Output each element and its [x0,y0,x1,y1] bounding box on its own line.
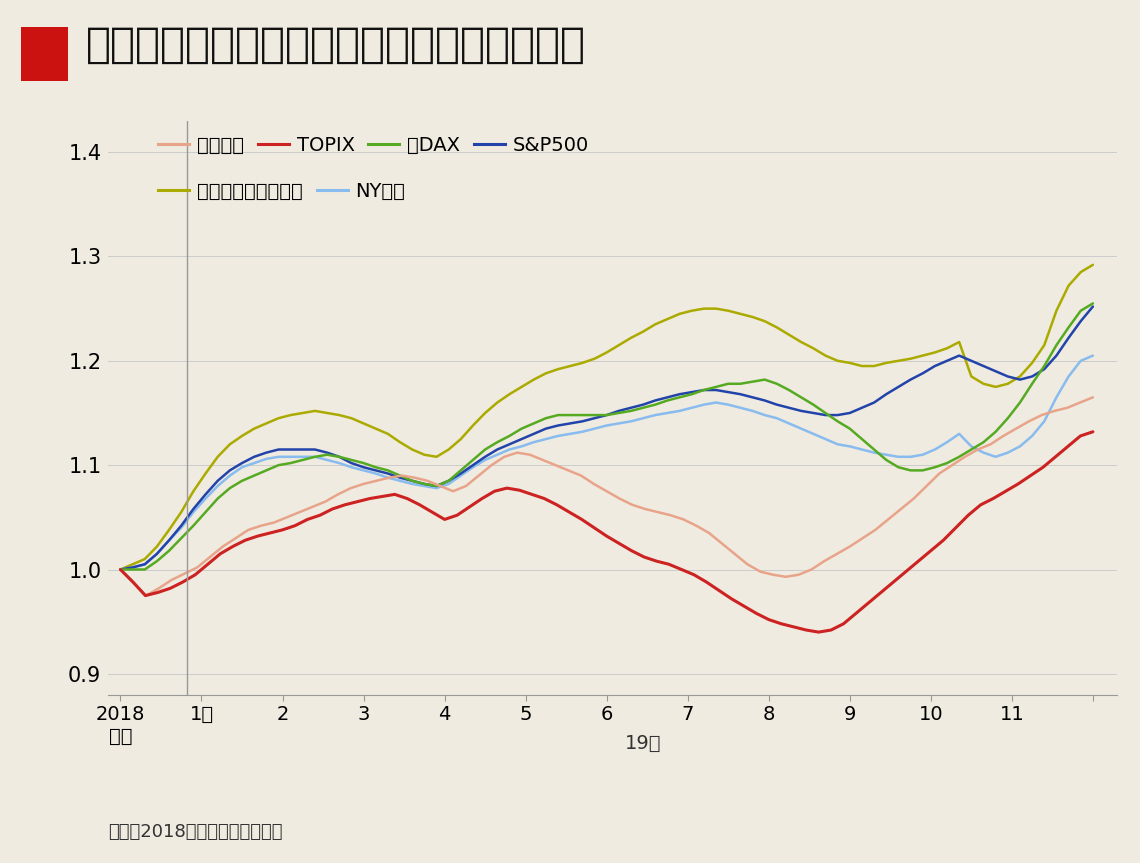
日経平均 [459,481,473,491]
独DAX [952,451,966,462]
日経平均 [446,486,459,496]
S&P500 [722,387,735,397]
S&P500 [952,350,966,361]
Legend: ナスダック総合指数, NYダウ: ナスダック総合指数, NYダウ [158,182,406,201]
独DAX [988,426,1002,437]
Text: 出遅れ目立った日本株も秋から回復が本格化: 出遅れ目立った日本株も秋から回復が本格化 [86,23,586,66]
Line: TOPIX: TOPIX [121,432,1093,632]
日経平均 [318,496,332,507]
日経平均 [139,590,153,601]
ナスダック総合指数 [649,319,662,330]
日経平均 [523,450,537,460]
Text: 19年: 19年 [625,734,661,753]
TOPIX [350,496,364,507]
TOPIX [675,564,689,575]
Line: S&P500: S&P500 [121,306,1093,570]
独DAX [1086,299,1100,309]
独DAX [831,416,845,426]
Line: NYダウ: NYダウ [121,356,1093,570]
NYダウ [722,400,735,410]
NYダウ [952,429,966,439]
NYダウ [831,439,845,450]
ナスダック総合指数 [904,354,918,364]
TOPIX [513,485,527,495]
NYダウ [904,451,918,462]
NYダウ [988,451,1002,462]
TOPIX [812,627,825,637]
NYダウ [1086,350,1100,361]
独DAX [722,379,735,389]
TOPIX [114,564,128,575]
S&P500 [904,375,918,385]
S&P500 [988,366,1002,376]
ナスダック総合指数 [831,356,845,366]
Line: 日経平均: 日経平均 [121,397,1093,595]
S&P500 [1086,301,1100,312]
日経平均 [114,564,128,575]
TOPIX [375,491,389,501]
Text: （注）2018年末を基準に指数化: （注）2018年末を基準に指数化 [108,823,283,841]
ナスダック総合指数 [988,381,1002,392]
TOPIX [500,483,514,494]
Bar [21,27,68,81]
日経平均 [548,460,562,470]
ナスダック総合指数 [722,306,735,316]
S&P500 [831,410,845,420]
日経平均 [663,510,677,520]
独DAX [114,564,128,575]
S&P500 [649,395,662,406]
独DAX [904,465,918,476]
日経平均 [1086,392,1100,402]
TOPIX [1086,426,1100,437]
TOPIX [837,619,850,629]
Line: 独DAX: 独DAX [121,304,1093,570]
Line: ナスダック総合指数: ナスダック総合指数 [121,265,1093,570]
NYダウ [649,410,662,420]
ナスダック総合指数 [952,337,966,347]
S&P500 [114,564,128,575]
独DAX [649,400,662,410]
NYダウ [114,564,128,575]
ナスダック総合指数 [1086,260,1100,270]
ナスダック総合指数 [114,564,128,575]
